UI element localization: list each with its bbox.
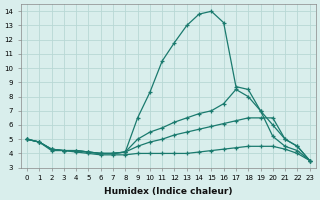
X-axis label: Humidex (Indice chaleur): Humidex (Indice chaleur) [104,187,233,196]
